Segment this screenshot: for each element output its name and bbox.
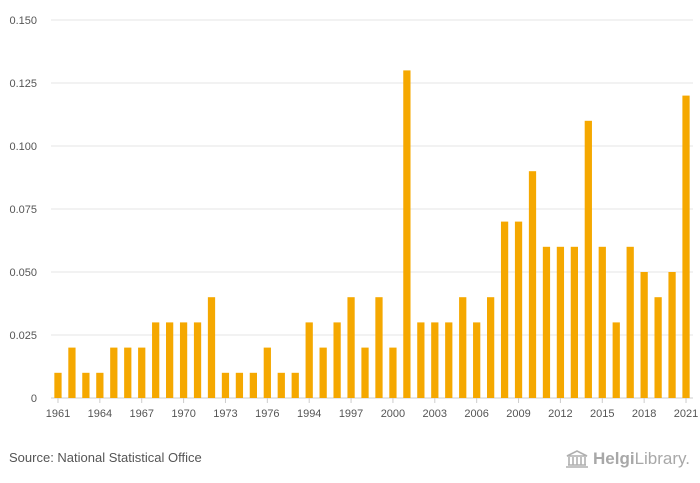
x-tick-label: 1994 — [297, 408, 321, 420]
bar-2006[interactable] — [473, 322, 481, 398]
bar-1999[interactable] — [375, 297, 383, 398]
bar-2012[interactable] — [556, 246, 565, 398]
logo-text-rest: Library. — [634, 449, 690, 468]
x-tick-label: 1967 — [129, 408, 153, 420]
bar-1961[interactable] — [54, 372, 62, 398]
logo-text-strong: Helgi — [593, 449, 635, 468]
gridlines — [51, 19, 693, 399]
bar-1966[interactable] — [124, 347, 132, 398]
bar-1970[interactable] — [179, 322, 188, 398]
bar-1965[interactable] — [110, 347, 118, 398]
bar-2013[interactable] — [570, 246, 578, 398]
bar-2003[interactable] — [431, 322, 439, 398]
x-tick-label: 1961 — [46, 408, 70, 420]
y-tick-label: 0.025 — [9, 330, 37, 342]
bar-1975[interactable] — [249, 372, 257, 398]
x-tick-label: 2006 — [464, 408, 488, 420]
bar-2010[interactable] — [528, 171, 537, 398]
bar-1976[interactable] — [263, 347, 271, 398]
x-tick-label: 2018 — [632, 408, 656, 420]
x-tick-label: 2015 — [590, 408, 614, 420]
bars — [54, 70, 690, 399]
x-tick-label: 2003 — [423, 408, 447, 420]
y-tick-label: 0 — [31, 393, 37, 405]
y-tick-label: 0.075 — [9, 204, 37, 216]
x-tick-label: 2012 — [548, 408, 572, 420]
bar-2021[interactable] — [682, 95, 690, 398]
bar-1971[interactable] — [193, 322, 202, 398]
x-tick-label: 2021 — [674, 408, 698, 420]
bar-2019[interactable] — [654, 297, 662, 398]
x-tick-label: 2000 — [381, 408, 405, 420]
bar-1973[interactable] — [221, 372, 230, 398]
bar-2016[interactable] — [612, 322, 620, 398]
bar-1994[interactable] — [305, 322, 313, 398]
bar-1969[interactable] — [166, 322, 174, 398]
bar-2014[interactable] — [584, 120, 592, 399]
x-tick-label: 1970 — [171, 408, 195, 420]
x-axis-ticks: 1961 1964 1967 1970 1973 1976 1994 1997 2000 2003… — [46, 398, 698, 420]
x-tick-label: 1997 — [339, 408, 363, 420]
y-tick-label: 0.125 — [9, 78, 37, 90]
helgi-library-logo[interactable]: Helgi Library. — [565, 449, 690, 469]
bar-2005[interactable] — [459, 297, 467, 398]
bar-1963[interactable] — [82, 372, 90, 398]
bar-2002[interactable] — [417, 322, 425, 398]
bar-2004[interactable] — [445, 322, 453, 398]
y-tick-label: 0.050 — [9, 267, 37, 279]
bar-1978[interactable] — [291, 372, 299, 398]
bar-1972[interactable] — [207, 297, 216, 398]
bar-2011[interactable] — [542, 246, 551, 398]
bar-2007[interactable] — [487, 297, 495, 398]
x-tick-label: 1964 — [88, 408, 112, 420]
x-tick-label: 1973 — [213, 408, 237, 420]
bar-2015[interactable] — [598, 246, 606, 398]
x-tick-label: 2009 — [506, 408, 530, 420]
bar-chart: 0 0.025 0.050 0.075 0.100 0.125 0.150 1961 1964… — [9, 15, 698, 420]
bar-2009[interactable] — [514, 221, 523, 398]
bar-2020[interactable] — [668, 272, 676, 398]
y-tick-label: 0.150 — [9, 15, 37, 27]
bar-1998[interactable] — [361, 347, 369, 398]
bar-1962[interactable] — [68, 347, 76, 398]
x-tick-label: 1976 — [255, 408, 279, 420]
bar-1964[interactable] — [96, 372, 104, 398]
bar-1995[interactable] — [319, 347, 327, 398]
y-tick-label: 0.100 — [9, 141, 37, 153]
bar-2018[interactable] — [640, 272, 648, 398]
bar-1967[interactable] — [138, 347, 146, 398]
bar-1997[interactable] — [347, 297, 355, 398]
bar-2008[interactable] — [500, 221, 509, 398]
bar-2017[interactable] — [626, 246, 634, 398]
bar-1977[interactable] — [277, 372, 285, 398]
y-axis-ticks: 0 0.025 0.050 0.075 0.100 0.125 0.150 — [9, 15, 37, 405]
bar-1996[interactable] — [333, 322, 341, 398]
bar-1974[interactable] — [235, 372, 244, 398]
bar-1968[interactable] — [152, 322, 160, 398]
bar-2000[interactable] — [389, 347, 397, 398]
library-building-icon — [566, 450, 588, 468]
source-note: Source: National Statistical Office — [9, 450, 202, 465]
bar-2001[interactable] — [403, 70, 411, 399]
